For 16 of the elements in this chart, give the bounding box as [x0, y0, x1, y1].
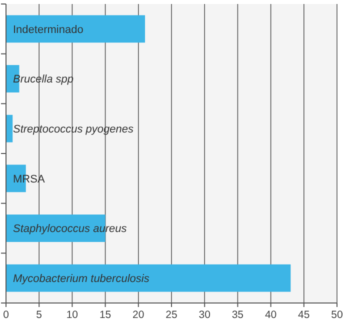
x-tick-label: 0 [3, 309, 10, 321]
x-tick-label: 50 [331, 309, 343, 321]
x-tick-label: 10 [66, 309, 78, 321]
bar [6, 114, 13, 142]
y-tick-label: Mycobacterium tuberculosis [13, 272, 150, 285]
bar [6, 15, 146, 43]
x-tick-label: 25 [166, 309, 178, 321]
x-tick-label: 35 [232, 309, 244, 321]
x-tick-label: 5 [36, 309, 42, 321]
x-tick-label: 15 [99, 309, 112, 321]
bar [6, 264, 291, 292]
x-tick-label: 30 [198, 309, 211, 321]
x-tick-label: 40 [264, 309, 277, 321]
y-tick-label: Indeterminado [13, 24, 84, 36]
x-tick-label: 20 [132, 309, 144, 321]
x-tick-label: 45 [298, 309, 310, 321]
